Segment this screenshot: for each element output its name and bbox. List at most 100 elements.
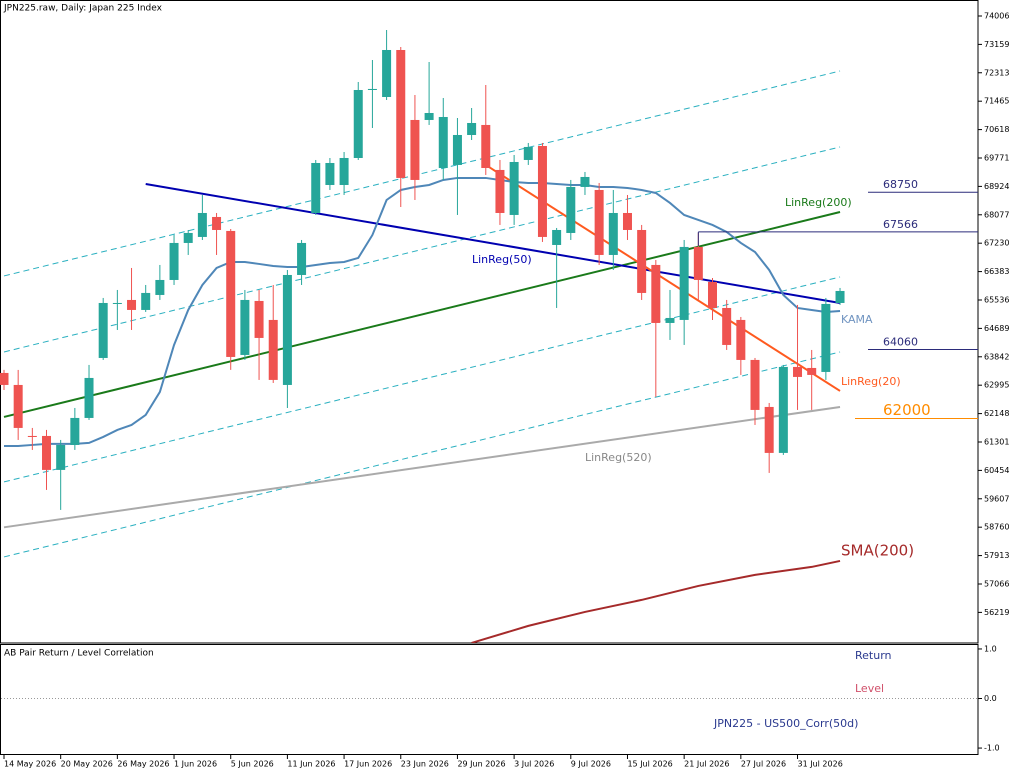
x-tick-label: 26 May 2026	[117, 760, 169, 769]
candle-body	[339, 157, 349, 185]
candle-body	[141, 292, 151, 310]
y-tick-label: 1.0	[984, 644, 997, 653]
indicator-label: LinReg(50)	[472, 253, 532, 266]
y-tick-label: 67230	[984, 239, 1009, 248]
y-tick-label: 61301	[984, 437, 1009, 446]
y-tick-label: 74006	[984, 11, 1009, 20]
candle-body	[835, 290, 845, 303]
x-tick-label: 21 Jul 2026	[684, 760, 729, 769]
candle-body	[169, 242, 179, 280]
indicator-line	[3, 405, 841, 529]
candle-body	[778, 366, 788, 453]
level-label: 62000	[883, 401, 931, 419]
annotations: LinReg(520) LinReg(200) LinReg(50) LinReg(2…	[472, 178, 978, 560]
y-tick-label: 62995	[984, 381, 1009, 390]
candle-body	[325, 162, 335, 185]
level-label: 64060	[883, 335, 918, 348]
candle-body	[495, 169, 505, 213]
y-tick-label: -1.0	[984, 744, 1000, 753]
candle-body	[793, 366, 803, 377]
main-pane	[0, 0, 979, 644]
candle-body	[197, 212, 207, 237]
channel-line	[3, 351, 841, 558]
indicator-line	[3, 211, 841, 418]
indicator-legend: Level	[855, 682, 884, 695]
candle-body	[127, 299, 137, 310]
x-tick-label: 14 May 2026	[4, 760, 56, 769]
candle-body	[42, 435, 52, 470]
level-label: 67566	[883, 218, 918, 231]
candle-body	[821, 303, 831, 372]
indicator-line	[145, 182, 841, 304]
candle-body	[424, 112, 434, 120]
candle-body	[282, 274, 292, 385]
y-tick-label: 73159	[984, 40, 1009, 49]
candle-body	[552, 229, 562, 245]
candle-body	[367, 88, 377, 90]
y-tick-label: 60454	[984, 466, 1009, 475]
candle-body	[708, 281, 717, 308]
candle-body	[481, 124, 491, 168]
candle-body	[311, 162, 321, 213]
indicator-legend: Return	[855, 649, 892, 662]
candle-body	[382, 49, 392, 98]
indicator-label: LinReg(20)	[841, 375, 901, 388]
y-tick-label: 68077	[984, 210, 1009, 219]
x-tick-label: 29 Jun 2026	[457, 760, 505, 769]
y-tick-label: 59607	[984, 494, 1009, 503]
candle-body	[665, 317, 675, 323]
indicator-label: LinReg(520)	[585, 451, 652, 464]
indicator-pane	[0, 644, 979, 755]
x-tick-label: 23 Jun 2026	[401, 760, 449, 769]
candle-body	[523, 146, 533, 160]
y-tick-label: 63842	[984, 352, 1009, 361]
candle-body	[764, 406, 774, 453]
candle-body	[509, 161, 519, 215]
y-tick-label: 62148	[984, 409, 1009, 418]
channel-line	[3, 276, 841, 483]
indicator-label: KAMA	[841, 313, 873, 326]
x-tick-label: 17 Jun 2026	[344, 760, 392, 769]
y-tick-label: 58760	[984, 523, 1009, 532]
candle-body	[622, 212, 632, 230]
indicator-line	[471, 559, 841, 643]
chart-title: JPN225.raw, Daily: Japan 225 Index	[3, 4, 163, 14]
candle-body	[651, 264, 661, 323]
x-tick-label: 20 May 2026	[61, 760, 113, 769]
candle-body	[0, 372, 9, 385]
y-tick-label: 57066	[984, 579, 1009, 588]
candle-body	[679, 246, 689, 320]
candle-body	[155, 279, 165, 295]
x-tick-label: 3 Jul 2026	[514, 760, 554, 769]
candle-body	[240, 299, 250, 355]
candle-body	[254, 300, 264, 338]
y-tick-label: 71465	[984, 97, 1009, 106]
candle-body	[608, 212, 618, 255]
x-tick-label: 31 Jul 2026	[798, 760, 843, 769]
candle-body	[566, 186, 576, 233]
candle-body	[452, 134, 462, 165]
indicator-legend: JPN225 - US500_Corr(50d)	[713, 717, 858, 730]
candle-body	[56, 444, 66, 470]
x-tick-label: 15 Jul 2026	[627, 760, 672, 769]
plot-area	[0, 30, 845, 643]
y-tick-label: 66383	[984, 267, 1009, 276]
y-tick-label: 0.0	[984, 694, 997, 703]
candle-body	[13, 384, 23, 428]
candle-body	[27, 435, 37, 437]
x-tick-label: 5 Jun 2026	[231, 760, 274, 769]
candle-body	[268, 319, 278, 380]
indicator-title: AB Pair Return / Level Correlation	[4, 649, 154, 659]
indicator-label: SMA(200)	[841, 542, 914, 560]
indicator-line	[4, 176, 841, 447]
candle-body	[410, 119, 420, 180]
candle-body	[212, 216, 222, 230]
x-tick-label: 9 Jul 2026	[571, 760, 611, 769]
candle-body	[70, 417, 80, 445]
y-tick-label: 68924	[984, 182, 1009, 191]
candle-body	[84, 377, 94, 418]
candle-body	[594, 189, 604, 255]
y-tick-label: 69771	[984, 153, 1009, 162]
candle-body	[807, 367, 817, 375]
candle-body	[226, 230, 236, 357]
